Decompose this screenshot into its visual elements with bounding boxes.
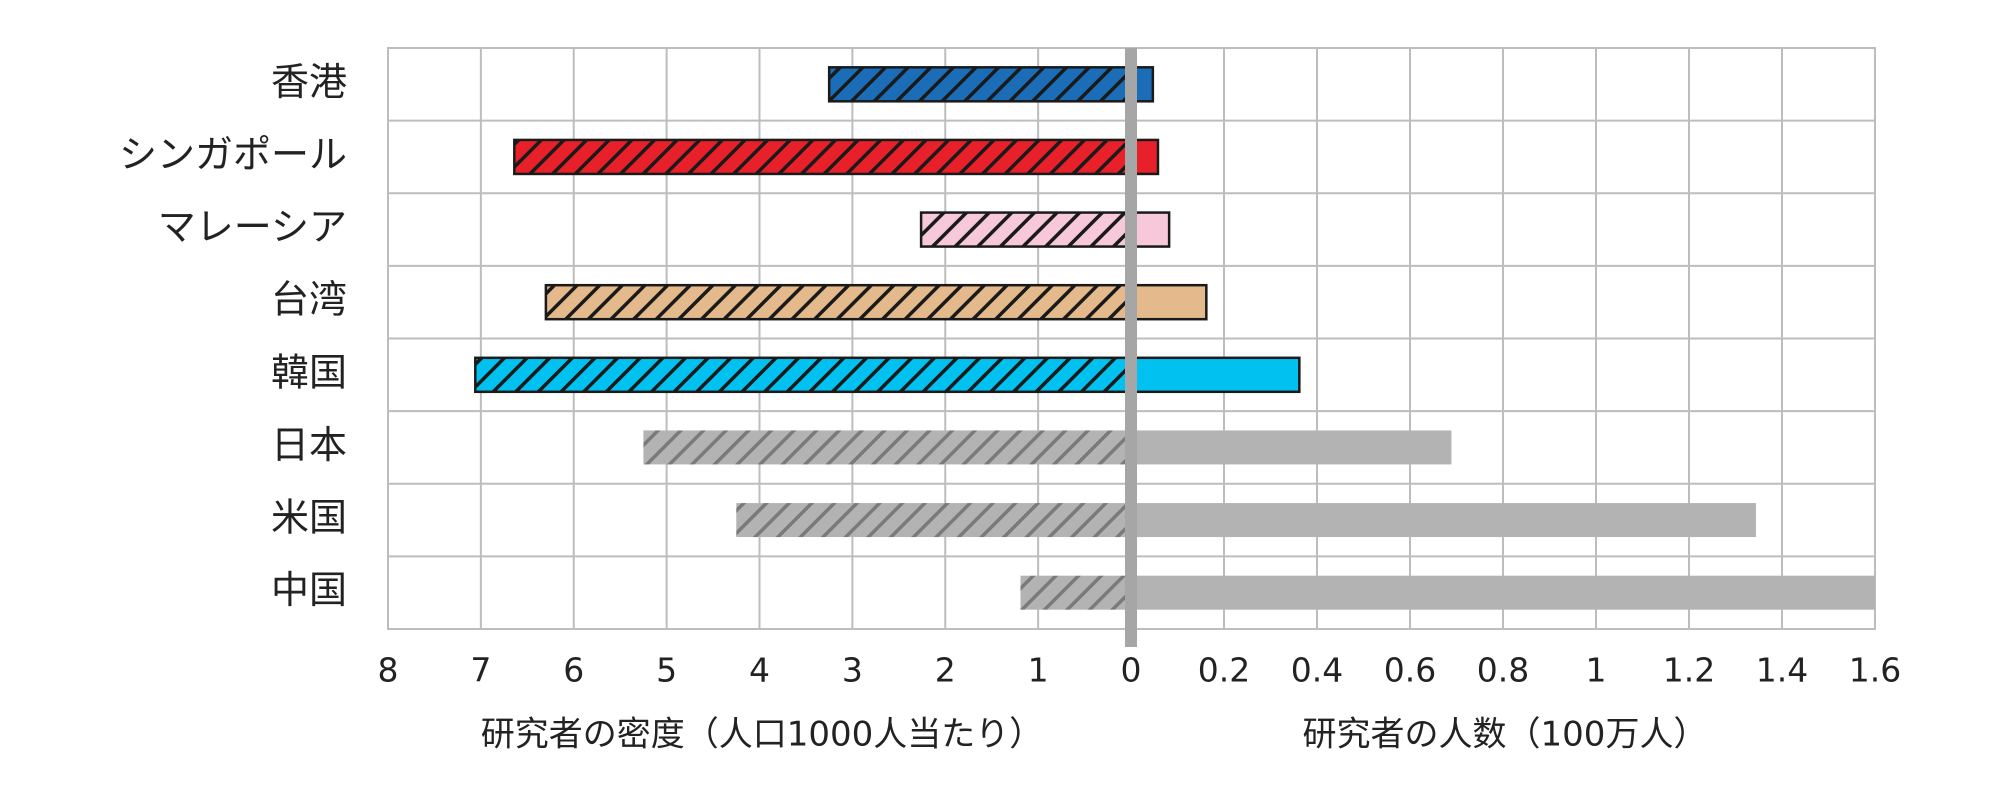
x-tick-label: 1 <box>1586 651 1607 690</box>
category-label: シンガポール <box>119 132 347 176</box>
x-tick-label: 7 <box>470 651 491 690</box>
category-label: 台湾 <box>271 278 347 322</box>
bar <box>1020 575 1131 610</box>
x-tick-label: 0.4 <box>1291 651 1343 690</box>
bar <box>1131 430 1452 465</box>
bar <box>827 66 1133 103</box>
x-tick-label: 3 <box>842 651 863 690</box>
bar <box>1129 211 1171 248</box>
bar <box>513 138 1133 176</box>
x-tick-label: 8 <box>378 651 399 690</box>
x-tick-label: 1.4 <box>1756 651 1808 690</box>
category-label: 米国 <box>271 496 347 540</box>
category-label: マレーシア <box>158 205 347 249</box>
bar <box>1129 356 1301 394</box>
bar <box>474 356 1133 394</box>
category-label: 韓国 <box>271 350 347 394</box>
category-label: 日本 <box>271 423 347 467</box>
x-tick-label: 1 <box>1028 651 1049 690</box>
bar <box>643 430 1131 465</box>
x-tick-label: 6 <box>563 651 584 690</box>
bar <box>919 211 1133 248</box>
x-tick-label: 4 <box>749 651 770 690</box>
x-tick-label: 0 <box>1121 651 1142 690</box>
x-tick-label: 0.6 <box>1384 651 1436 690</box>
x-tick-label: 0.2 <box>1198 651 1250 690</box>
x-tick-label: 1.6 <box>1849 651 1901 690</box>
x-tick-label: 5 <box>656 651 677 690</box>
bar <box>544 283 1133 321</box>
category-label: 香港 <box>271 60 347 104</box>
x-tick-label: 0.8 <box>1477 651 1529 690</box>
category-label: 中国 <box>271 568 347 612</box>
bar <box>1129 283 1208 321</box>
x-tick-label: 1.2 <box>1663 651 1715 690</box>
x-tick-label: 2 <box>935 651 956 690</box>
bar <box>1131 503 1756 538</box>
x-axis-label-left: 研究者の密度（人口1000人当たり） <box>481 715 1044 755</box>
x-axis-label-right: 研究者の人数（100万人） <box>1303 715 1708 755</box>
bar <box>1131 575 1875 610</box>
bar <box>736 503 1131 538</box>
